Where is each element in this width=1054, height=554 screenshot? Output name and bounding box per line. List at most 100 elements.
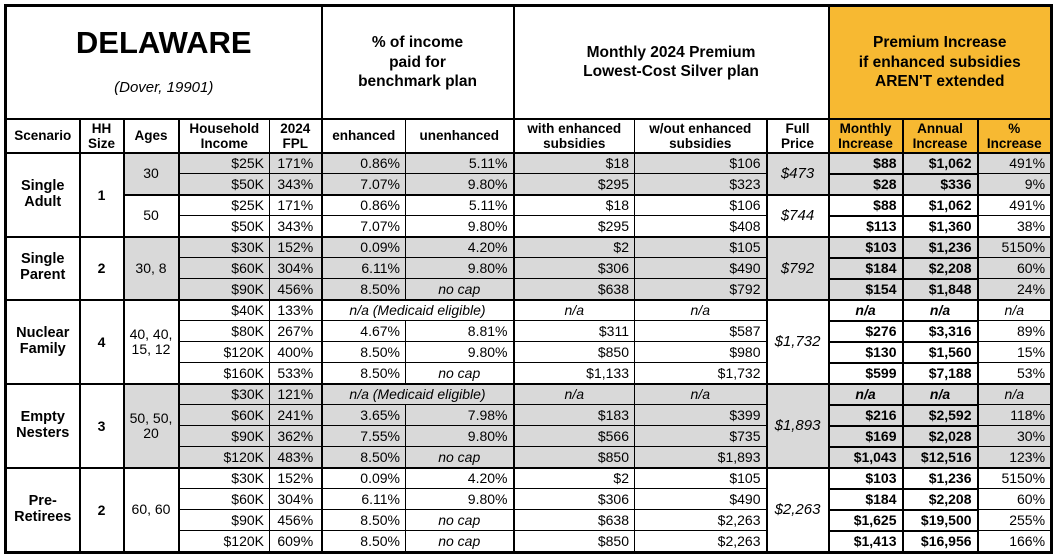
- cell-scenario: Empty Nesters: [5, 382, 80, 469]
- cell-with-subsidies: $306: [512, 488, 635, 511]
- cell-with-subsidies: $295: [512, 173, 635, 196]
- cell-household-income: $90K: [177, 278, 270, 301]
- cell-with-subsidies: $850: [512, 341, 635, 364]
- cell-annual-increase: $19,500: [901, 508, 979, 532]
- cell-enhanced-pct: 7.07%: [320, 215, 406, 238]
- group-header-increase: Premium Increase if enhanced subsidies A…: [827, 4, 1053, 120]
- cell-monthly-increase: $1,043: [827, 445, 904, 469]
- cell-without-subsidies: $323: [634, 173, 767, 196]
- table-row: $120K 483% 8.50% no cap $850 $1,893 $1,043 $12,…: [6, 445, 1053, 469]
- table-row: $60K 304% 6.11% 9.80% $306 $490 $184 $2,208 60%: [6, 256, 1053, 280]
- cell-with-subsidies: $2: [512, 466, 635, 490]
- cell-enhanced-pct: 0.86%: [320, 193, 406, 217]
- col-header-monthly-increase: Monthly Increase: [827, 118, 904, 154]
- col-header-enhanced: enhanced: [320, 118, 406, 154]
- cell-pct-increase: 60%: [977, 488, 1053, 511]
- cell-pct-increase: 9%: [977, 173, 1053, 196]
- cell-scenario: Single Parent: [5, 235, 80, 301]
- cell-annual-increase: $336: [901, 172, 979, 196]
- cell-annual-increase: $1,360: [901, 214, 979, 238]
- cell-monthly-increase: $1,413: [827, 529, 904, 554]
- premium-table: DELAWARE (Dover, 19901) % of income paid…: [4, 4, 1054, 554]
- cell-enhanced-pct: 8.50%: [320, 530, 406, 553]
- cell-household-income: $80K: [177, 320, 270, 343]
- cell-monthly-increase: $103: [827, 466, 904, 490]
- cell-household-income: $120K: [177, 446, 270, 469]
- cell-household-income: $30K: [177, 466, 270, 490]
- cell-annual-increase: $1,062: [901, 193, 979, 217]
- cell-annual-increase: $3,316: [901, 319, 979, 343]
- cell-unenhanced-pct: 9.80%: [405, 425, 514, 448]
- cell-medicaid-note: n/a (Medicaid eligible): [320, 382, 514, 406]
- cell-unenhanced-pct: no cap: [405, 278, 514, 301]
- cell-monthly-increase: n/a: [827, 298, 904, 322]
- cell-2024-fpl: 133%: [269, 298, 322, 322]
- cell-annual-increase: $1,848: [901, 277, 979, 301]
- cell-scenario: Nuclear Family: [5, 298, 80, 385]
- cell-enhanced-pct: 0.09%: [320, 235, 406, 259]
- table-row: $60K 241% 3.65% 7.98% $183 $399 $216 $2,592 118%: [6, 403, 1053, 427]
- cell-unenhanced-pct: 4.20%: [405, 235, 514, 259]
- column-header-row: Scenario HH Size Ages Household Income 2…: [5, 118, 1053, 154]
- cell-household-income: $60K: [177, 488, 270, 511]
- cell-full-price: $2,263: [765, 466, 830, 553]
- cell-with-subsidies: $638: [512, 278, 635, 301]
- col-header-ages: Ages: [122, 118, 179, 154]
- col-header-2024-fpl: 2024 FPL: [269, 118, 322, 154]
- cell-unenhanced-pct: no cap: [405, 446, 514, 469]
- cell-monthly-increase: $599: [827, 361, 904, 385]
- cell-household-income: $90K: [177, 509, 270, 532]
- table-row: $90K 362% 7.55% 9.80% $566 $735 $169 $2,028 30%: [6, 424, 1053, 448]
- cell-enhanced-pct: 8.50%: [320, 509, 406, 532]
- cell-annual-increase: $1,560: [901, 340, 979, 364]
- group-header-row: DELAWARE (Dover, 19901) % of income paid…: [5, 4, 1053, 120]
- cell-hh-size: 4: [78, 298, 124, 385]
- table-body: Single Adult 1 30 $25K 171% 0.86% 5.11% $18 $106…: [5, 151, 1053, 554]
- cell-2024-fpl: 609%: [269, 530, 322, 553]
- cell-full-price: $1,732: [765, 298, 830, 385]
- cell-hh-size: 3: [78, 382, 124, 469]
- state-title: DELAWARE: [75, 25, 252, 61]
- cell-2024-fpl: 304%: [269, 488, 322, 511]
- table-row: $60K 304% 6.11% 9.80% $306 $490 $184 $2,208 60%: [6, 487, 1053, 511]
- cell-without-subsidies: $106: [634, 193, 767, 217]
- cell-household-income: $60K: [177, 257, 270, 280]
- cell-annual-increase: $1,062: [901, 151, 979, 175]
- cell-household-income: $50K: [177, 173, 270, 196]
- cell-pct-increase: 15%: [977, 341, 1053, 364]
- cell-pct-increase: 255%: [977, 509, 1053, 532]
- cell-monthly-increase: $184: [827, 256, 904, 280]
- cell-monthly-increase: $154: [827, 277, 904, 301]
- cell-with-subsidies: $295: [512, 215, 635, 238]
- cell-2024-fpl: 171%: [269, 193, 322, 217]
- cell-enhanced-pct: 6.11%: [320, 257, 406, 280]
- cell-pct-increase: 30%: [977, 425, 1053, 448]
- cell-annual-increase: $2,208: [901, 487, 979, 511]
- cell-without-subsidies: $408: [634, 215, 767, 238]
- col-header-full-price: Full Price: [765, 118, 830, 154]
- cell-without-subsidies: $735: [634, 425, 767, 448]
- cell-2024-fpl: 533%: [269, 362, 322, 385]
- col-header-without-subsidies: w/out enhanced subsidies: [634, 118, 767, 154]
- table-row: Nuclear Family 4 40, 40, 15, 12 $40K 133% n/a…: [5, 298, 1053, 385]
- cell-unenhanced-pct: 5.11%: [405, 193, 514, 217]
- table-row: $50K 343% 7.07% 9.80% $295 $408 $113 $1,360 38%: [6, 214, 1053, 238]
- cell-2024-fpl: 171%: [269, 151, 322, 175]
- cell-ages: 50, 50, 20: [122, 382, 179, 469]
- cell-unenhanced-pct: 9.80%: [405, 341, 514, 364]
- cell-without-subsidies: $106: [634, 151, 767, 175]
- cell-without-subsidies: $587: [634, 320, 767, 343]
- cell-enhanced-pct: 0.09%: [320, 466, 406, 490]
- cell-medicaid-note: n/a (Medicaid eligible): [320, 298, 514, 322]
- cell-without-subsidies: $2,263: [634, 530, 767, 553]
- col-header-unenhanced: unenhanced: [405, 118, 514, 154]
- cell-annual-increase: $2,208: [901, 256, 979, 280]
- cell-unenhanced-pct: 9.80%: [405, 488, 514, 511]
- table-row: Single Adult 1 30 $25K 171% 0.86% 5.11% $18 $106…: [5, 151, 1053, 238]
- cell-without-subsidies: $980: [634, 341, 767, 364]
- cell-pct-increase: 24%: [977, 278, 1053, 301]
- cell-without-subsidies: $1,732: [634, 362, 767, 385]
- cell-monthly-increase: $28: [827, 172, 904, 196]
- col-header-household-income: Household Income: [177, 118, 270, 154]
- cell-monthly-increase: $184: [827, 487, 904, 511]
